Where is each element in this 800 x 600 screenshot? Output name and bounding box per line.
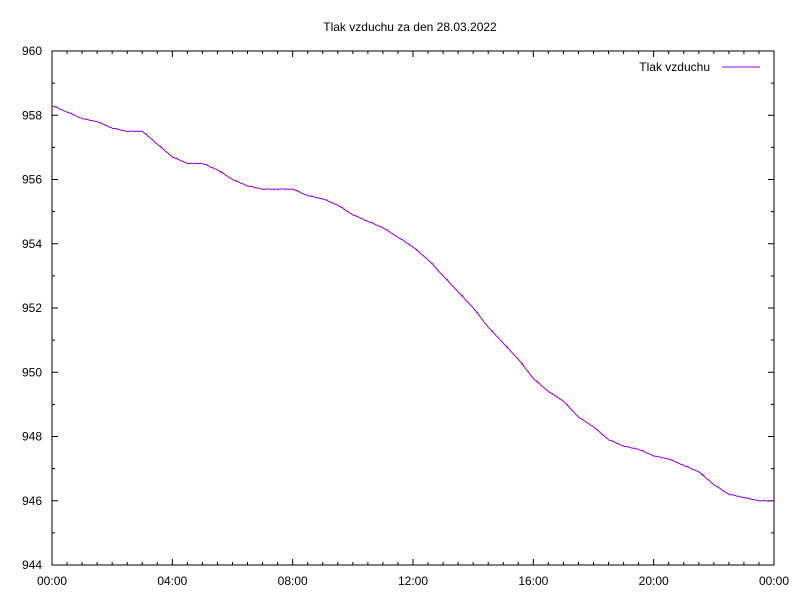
x-axis: 00:00 04:00 08:00 12:00 16:00 20:00 00:00 <box>37 51 789 588</box>
x-tick-label: 00:00 <box>37 574 67 588</box>
legend-label: Tlak vzduchu <box>639 60 710 74</box>
x-tick-label: 00:00 <box>759 574 789 588</box>
y-tick-label: 948 <box>22 430 42 444</box>
x-tick-label: 12:00 <box>398 574 428 588</box>
plot-frame <box>51 50 775 566</box>
y-tick-label: 954 <box>22 237 42 251</box>
series-line <box>51 105 774 502</box>
y-tick-label: 944 <box>22 558 42 572</box>
x-tick-label: 04:00 <box>157 574 187 588</box>
chart-title: Tlak vzduchu za den 28.03.2022 <box>323 20 497 34</box>
y-tick-label: 946 <box>22 494 42 508</box>
y-axis: 944 946 948 950 952 954 956 958 960 <box>22 44 774 572</box>
y-tick-label: 952 <box>22 301 42 315</box>
y-tick-label: 960 <box>22 44 42 58</box>
y-tick-label: 958 <box>22 108 42 122</box>
legend: Tlak vzduchu <box>639 60 760 74</box>
y-tick-label: 956 <box>22 173 42 187</box>
x-tick-label: 08:00 <box>278 574 308 588</box>
x-tick-label: 20:00 <box>639 574 669 588</box>
plot-series <box>51 105 774 502</box>
y-tick-label: 950 <box>22 365 42 379</box>
x-tick-label: 16:00 <box>518 574 548 588</box>
